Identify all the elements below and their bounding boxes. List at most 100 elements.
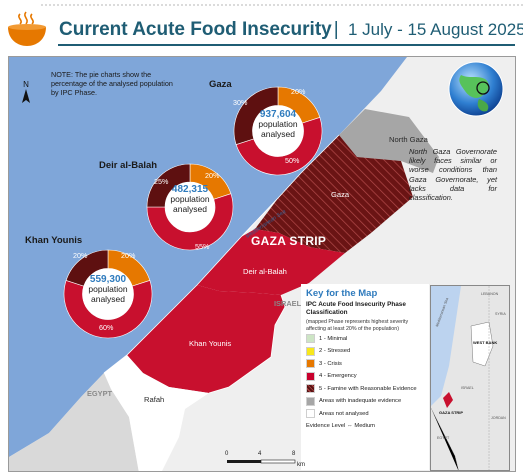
label-rafah: Rafah	[144, 395, 165, 404]
key-item: 4 - Emergency	[306, 370, 424, 382]
north-letter: N	[23, 80, 29, 89]
page-title: Current Acute Food Insecurity | 1 July - …	[59, 19, 523, 41]
key-item: 5 - Famine with Reasonable Evidence	[306, 383, 424, 395]
key-item-label: 2 - Stressed	[319, 348, 351, 354]
pie-title-deir-al-balah: Deir al-Balah	[99, 160, 158, 171]
globe-icon	[448, 61, 504, 117]
pie-charts-layer	[63, 86, 323, 339]
title-separator: |	[333, 19, 339, 40]
scale-tick-4: 4	[258, 451, 262, 457]
key-item-label: 4 - Emergency	[319, 373, 357, 379]
pct-gaza-phase3: 20%	[291, 87, 306, 96]
key-swatch	[306, 371, 315, 381]
pie-population-gaza: 937,604	[259, 109, 297, 120]
map-frame: N NOTE: The pie charts show the percenta…	[8, 56, 516, 472]
inset-label-egypt: EGYPT	[437, 436, 450, 440]
pie-population-label-2: analysed	[172, 203, 208, 214]
food-bowl-icon	[8, 11, 46, 46]
inset-label-gaza-strip: GAZA STRIP	[439, 410, 464, 415]
north-arrow-icon: N	[22, 80, 30, 103]
key-evidence: Evidence Level ⇔ Medium	[306, 423, 424, 429]
pie-hole	[165, 182, 215, 232]
pie-hole	[252, 105, 304, 157]
label-gaza-strip: GAZA STRIP	[251, 234, 327, 248]
key-swatch	[306, 346, 315, 356]
pct-gaza-phase4: 50%	[285, 156, 300, 165]
key-swatch	[306, 384, 315, 393]
map-canvas	[9, 57, 515, 471]
north-gaza-note: North Gaza Governorate likely faces simi…	[409, 147, 497, 203]
pie-center-khan-younis: 559,300 population analysed	[75, 274, 141, 304]
pct-khan-phase3: 20%	[121, 251, 136, 260]
pct-khan-phase5: 20%	[73, 251, 88, 260]
title-period: 1 July - 15 August 2025	[347, 20, 523, 39]
pct-khan-phase4: 60%	[99, 323, 114, 332]
evidence-value: Medium	[354, 422, 375, 429]
inset-label-syria: SYRIA	[495, 312, 506, 316]
label-israel: ISRAEL	[274, 299, 302, 308]
scale-tick-0: 0	[225, 451, 229, 457]
label-egypt: EGYPT	[87, 389, 113, 398]
pie-title-khan-younis: Khan Younis	[25, 235, 83, 246]
egypt-area	[9, 373, 139, 471]
pie-population-label-1: population	[170, 194, 210, 204]
key-items: 1 - Minimal 2 - Stressed 3 - Crisis 4 - Eme…	[306, 333, 424, 420]
pie-hole	[82, 268, 134, 320]
pie-population-label-1: population	[258, 119, 298, 129]
report-header: Current Acute Food Insecurity | 1 July - …	[0, 0, 523, 50]
pct-deir-phase5: 25%	[154, 177, 169, 186]
evidence-icon: ⇔	[346, 422, 353, 429]
key-item-label: Areas with inadequate evidence	[319, 398, 402, 404]
gaza-area	[255, 135, 413, 253]
inset-label-jordan: JORDAN	[491, 416, 506, 420]
key-item: 3 - Crisis	[306, 358, 424, 370]
evidence-label: Evidence Level	[306, 422, 346, 429]
pie-population-label-2: analysed	[90, 293, 126, 304]
rafah-area	[104, 355, 209, 471]
label-north-gaza: North Gaza	[389, 135, 428, 144]
pie-title-gaza: Gaza	[209, 79, 232, 90]
inset-locator-map: LEBANON SYRIA WEST BANK GAZA STRIP ISRAE…	[430, 285, 510, 471]
key-swatch	[306, 396, 315, 406]
scale-bar	[227, 459, 296, 464]
deir-al-balah-area	[197, 229, 345, 295]
key-item-label: Areas not analysed	[319, 410, 369, 417]
header-dotted-line	[40, 4, 523, 6]
pie-population-label-1: population	[88, 284, 128, 294]
key-swatch	[306, 409, 315, 418]
label-deir-al-balah-region: Deir al-Balah	[243, 267, 287, 276]
inset-label-west-bank: WEST BANK	[473, 340, 498, 345]
key-title: Key for the Map	[306, 288, 378, 299]
key-item: 2 - Stressed	[306, 345, 424, 357]
pie-population-label-2: analysed	[260, 128, 296, 139]
key-note: (mapped Phase represents highest severit…	[306, 319, 409, 332]
pct-deir-phase4: 55%	[195, 242, 210, 251]
key-item-label: 3 - Crisis	[319, 360, 342, 367]
title-text: Current Acute Food Insecurity	[59, 19, 332, 40]
key-item-label: 5 - Famine with Reasonable Evidence	[319, 385, 417, 392]
inset-label-israel: ISRAEL	[461, 386, 474, 390]
pct-gaza-phase5: 30%	[233, 98, 248, 107]
north-gaza-area	[339, 109, 439, 173]
inset-canvas	[431, 286, 509, 470]
map-key: Key for the Map IPC Acute Food Insecurit…	[301, 284, 429, 470]
map-note: NOTE: The pie charts show the percentage…	[51, 70, 173, 97]
key-item-label: 1 - Minimal	[319, 335, 348, 342]
pct-deir-phase3: 20%	[205, 171, 220, 180]
label-gaza-region: Gaza	[331, 190, 350, 199]
pie-population-khan-younis: 559,300	[89, 274, 127, 285]
key-swatch	[306, 334, 315, 343]
pie-population-deir-al-balah: 482,315	[171, 184, 209, 195]
inset-label-lebanon: LEBANON	[481, 292, 499, 296]
scale-unit: km	[297, 462, 305, 468]
scale-tick-8: 8	[292, 451, 296, 457]
pie-center-deir-al-balah: 482,315 population analysed	[157, 184, 223, 214]
title-underline	[58, 44, 515, 46]
label-khan-younis-region: Khan Younis	[189, 339, 232, 348]
key-item: 1 - Minimal	[306, 333, 424, 345]
key-subtitle: IPC Acute Food Insecurity Phase Classifi…	[306, 301, 406, 316]
key-swatch	[306, 359, 315, 368]
pie-center-gaza: 937,604 population analysed	[245, 109, 311, 139]
key-item: Areas not analysed	[306, 408, 424, 420]
key-item: Areas with inadequate evidence	[306, 395, 424, 407]
